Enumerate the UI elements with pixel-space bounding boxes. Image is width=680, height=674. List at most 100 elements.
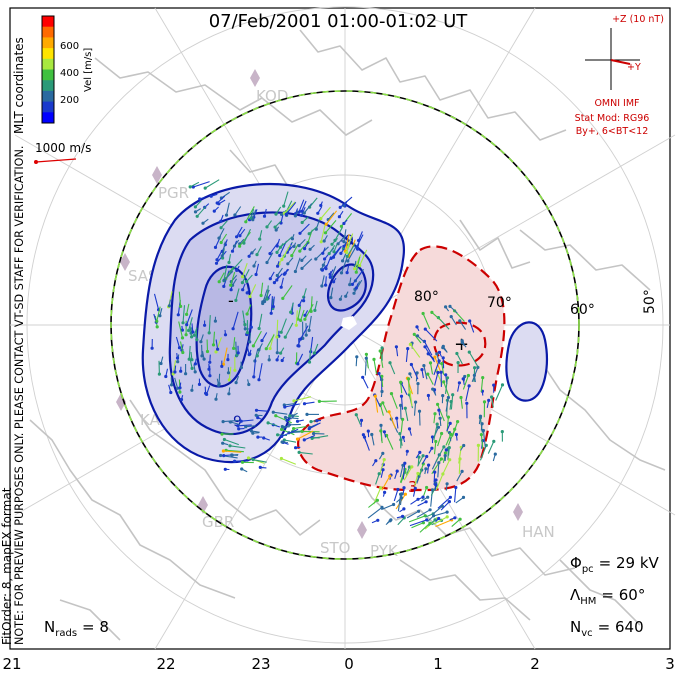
mlt-label-21: 21 bbox=[2, 655, 21, 673]
vector-line bbox=[340, 257, 348, 274]
vector-line bbox=[403, 466, 413, 481]
vector-line bbox=[297, 336, 302, 346]
vector-origin bbox=[251, 458, 255, 462]
vector-line bbox=[168, 299, 171, 306]
potential-max-marker: + bbox=[454, 334, 469, 355]
colorbar-tick-600: 600 bbox=[60, 41, 79, 52]
vector-line bbox=[252, 330, 262, 347]
vector-line bbox=[399, 433, 403, 446]
vector-line bbox=[373, 359, 378, 375]
vector-line bbox=[216, 195, 226, 204]
positive-contour-inner bbox=[433, 321, 487, 367]
vector-line bbox=[325, 210, 338, 225]
vector-line bbox=[385, 520, 391, 526]
vector-line bbox=[461, 340, 465, 346]
vector-line bbox=[193, 181, 210, 188]
vector-line bbox=[362, 434, 367, 442]
vector-line bbox=[457, 382, 460, 392]
vector-line bbox=[220, 233, 228, 243]
vector-line bbox=[427, 465, 430, 474]
vector-line bbox=[433, 516, 448, 525]
vector-line bbox=[379, 404, 384, 416]
vector-line bbox=[346, 265, 350, 273]
vector-line bbox=[280, 347, 285, 354]
positive-convection-cell bbox=[297, 245, 506, 492]
vector-line bbox=[281, 356, 285, 361]
vector-line bbox=[188, 317, 193, 331]
vector-line bbox=[236, 226, 243, 238]
vector-line bbox=[394, 470, 398, 479]
vector-line bbox=[287, 257, 294, 265]
vector-line bbox=[284, 403, 296, 406]
preview-note: NOTE: FOR PREVIEW PURPOSES ONLY. PLEASE … bbox=[13, 145, 26, 645]
vector-line bbox=[300, 206, 306, 216]
vector-origin bbox=[244, 425, 248, 429]
vector-line bbox=[294, 210, 299, 217]
vector-line bbox=[245, 425, 256, 428]
vector-origin bbox=[176, 360, 180, 364]
station-han: HAN bbox=[522, 523, 555, 541]
vector-line bbox=[346, 243, 356, 257]
imf-z-label: +Z (10 nT) bbox=[612, 14, 664, 25]
vector-line bbox=[471, 367, 479, 383]
vector-origin bbox=[223, 467, 227, 471]
vector-line bbox=[181, 325, 183, 331]
vector-line bbox=[275, 415, 293, 424]
mlt-label-0: 0 bbox=[344, 655, 354, 673]
vector-line bbox=[265, 334, 275, 349]
vector-line bbox=[251, 430, 260, 433]
latitude-label-60: 60° bbox=[570, 302, 595, 318]
vector-line bbox=[298, 199, 305, 213]
vector-origin bbox=[230, 453, 234, 457]
vector-line bbox=[250, 208, 255, 219]
vector-line bbox=[424, 468, 427, 475]
vector-line bbox=[232, 311, 239, 329]
vector-line bbox=[200, 334, 204, 342]
vector-line bbox=[253, 260, 257, 267]
vector-line bbox=[303, 288, 307, 298]
colorbar-segment bbox=[42, 112, 54, 124]
vector-line bbox=[253, 359, 257, 377]
vector-line bbox=[195, 329, 198, 340]
negative-contour-east bbox=[505, 321, 548, 402]
vector-line bbox=[372, 460, 377, 467]
vector-line bbox=[281, 244, 291, 260]
vector-line bbox=[427, 515, 434, 522]
vector-line bbox=[450, 394, 454, 410]
vector-line bbox=[293, 425, 307, 430]
vector-line bbox=[223, 264, 228, 281]
vector-line bbox=[355, 414, 362, 425]
imf-model-line1: Stat Mod: RG96 bbox=[575, 113, 650, 124]
vector-line bbox=[443, 459, 451, 474]
vector-line bbox=[409, 344, 421, 358]
vector-line bbox=[433, 413, 436, 424]
vector-line bbox=[382, 492, 386, 497]
vector-line bbox=[246, 345, 250, 355]
vector-line bbox=[280, 318, 287, 333]
vector-line bbox=[301, 255, 307, 261]
vector-line bbox=[291, 234, 295, 239]
mlt-label-1: 1 bbox=[433, 655, 443, 673]
vector-line bbox=[330, 287, 334, 298]
vector-line bbox=[333, 277, 337, 283]
vector-origin bbox=[236, 424, 240, 428]
vector-origin bbox=[248, 340, 252, 344]
vector-line bbox=[220, 214, 224, 222]
vector-line bbox=[446, 423, 451, 432]
vector-line bbox=[447, 447, 450, 456]
mlt-axis-labels: 21 22 23 0 1 2 3 bbox=[2, 655, 674, 673]
vector-line bbox=[380, 430, 383, 444]
reference-vector-label: 1000 m/s bbox=[35, 141, 91, 155]
vector-line bbox=[468, 351, 479, 368]
vector-line bbox=[405, 348, 409, 362]
vector-line bbox=[262, 289, 268, 304]
vector-line bbox=[232, 278, 237, 286]
vector-line bbox=[437, 404, 445, 422]
vector-line bbox=[346, 235, 353, 253]
colorbar-segment bbox=[42, 58, 54, 70]
vector-line bbox=[284, 269, 290, 274]
vector-line bbox=[431, 311, 442, 321]
vector-line bbox=[421, 369, 424, 379]
vector-line bbox=[160, 356, 164, 364]
vector-line bbox=[438, 352, 443, 358]
